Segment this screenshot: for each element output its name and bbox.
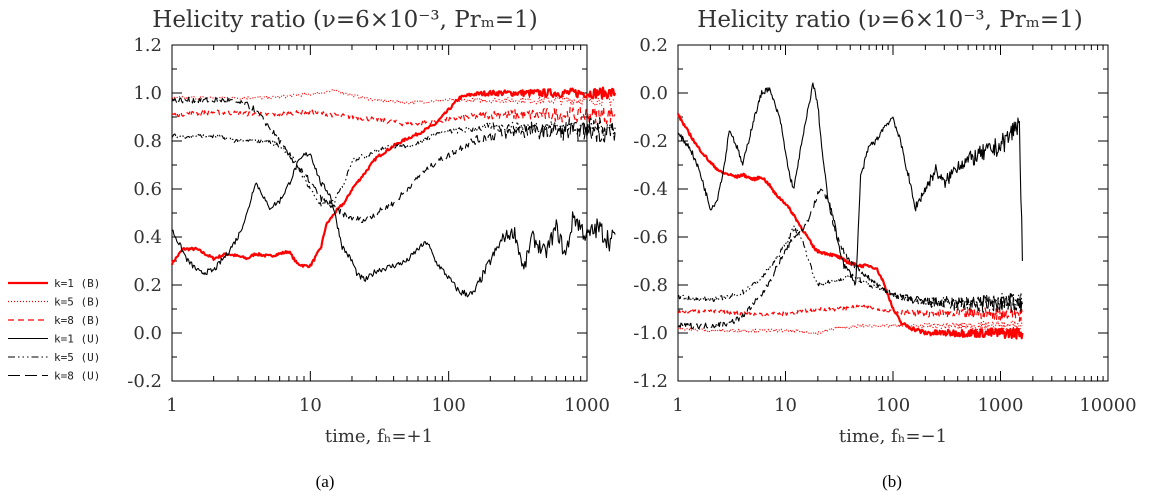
axes: 1 10 100 1000 -0.2 0.0 0.2 0.4 0.6 0.8 1.0 1.2 — [127, 35, 610, 416]
y-tick-label: 0.6 — [133, 179, 162, 200]
series-line-k-1-u — [677, 82, 1023, 286]
y-tick-label: -0.8 — [633, 275, 668, 296]
x-tick-label: 1 — [166, 395, 177, 416]
y-tick-label: 1.0 — [133, 83, 162, 104]
y-tick-label: 0.4 — [133, 227, 162, 248]
chart-panel-b: Helicity ratio (ν=6×10⁻³, Prₘ=1) 1 10 100 1… — [633, 7, 1136, 491]
y-tick-label: 0.2 — [133, 275, 162, 296]
y-tick-label: -0.2 — [127, 371, 162, 392]
panel-caption: (a) — [316, 472, 335, 491]
legend-label: k=5 (B) — [54, 296, 100, 309]
legend-label: k=5 (U) — [54, 351, 100, 364]
series-line-k-5-b — [677, 320, 1023, 335]
series-line-k-1-b — [170, 86, 617, 269]
y-tick-label: -0.2 — [633, 131, 668, 152]
series-line-k-1-u — [171, 152, 616, 298]
x-tick-label: 1000 — [978, 395, 1024, 416]
y-tick-label: 0.2 — [639, 35, 668, 56]
chart-title: Helicity ratio (ν=6×10⁻³, Prₘ=1) — [697, 7, 1082, 33]
x-axis-label: time, fₕ=−1 — [839, 426, 947, 447]
chart-panel-a: Helicity ratio (ν=6×10⁻³, Prₘ=1) 1 10 100 1… — [8, 7, 617, 491]
series-line-k-5-u — [678, 225, 1023, 310]
panel-caption: (b) — [882, 472, 902, 491]
x-tick-label: 10 — [299, 395, 322, 416]
y-tick-label: -1.2 — [633, 371, 668, 392]
legend-label: k=8 (U) — [54, 370, 100, 383]
x-tick-label: 10 — [774, 395, 797, 416]
series-line-k-5-u — [171, 117, 616, 207]
series-line-k-8-b — [171, 105, 616, 127]
legend-label: k=1 (U) — [54, 333, 100, 346]
legend-label: k=1 (B) — [54, 277, 100, 290]
series-line-k-5-b — [171, 88, 616, 107]
chart-title: Helicity ratio (ν=6×10⁻³, Prₘ=1) — [152, 7, 537, 33]
series-line-k-1-b — [676, 113, 1024, 340]
x-tick-label: 1 — [672, 395, 683, 416]
plot-frame — [677, 44, 1109, 382]
x-tick-label: 100 — [876, 395, 910, 416]
axes: 1 10 100 1000 10000 -1.2 -1.0 -0.8 -0.6 -0.4 -0.2 0… — [633, 35, 1136, 416]
y-tick-label: 0.8 — [133, 131, 162, 152]
series-lines — [676, 82, 1024, 340]
legend: k=1 (B) k=5 (B) k=8 (B) k=1 (U) k=5 (U) k=8 (… — [8, 277, 100, 383]
series-line-k-8-u — [171, 96, 616, 223]
series-line-k-8-b — [677, 304, 1023, 322]
y-tick-label: -0.4 — [633, 179, 668, 200]
series-lines — [170, 86, 617, 298]
series-line-k-8-u — [677, 188, 1023, 330]
x-axis-label: time, fₕ=+1 — [325, 426, 433, 447]
x-tick-label: 100 — [431, 395, 465, 416]
y-tick-label: 1.2 — [133, 35, 162, 56]
y-tick-label: 0.0 — [639, 83, 668, 104]
y-tick-label: -0.6 — [633, 227, 668, 248]
legend-label: k=8 (B) — [54, 314, 100, 327]
y-tick-label: 0.0 — [133, 323, 162, 344]
x-tick-label: 1000 — [564, 395, 610, 416]
x-tick-label: 10000 — [1079, 395, 1136, 416]
y-tick-label: -1.0 — [633, 323, 668, 344]
